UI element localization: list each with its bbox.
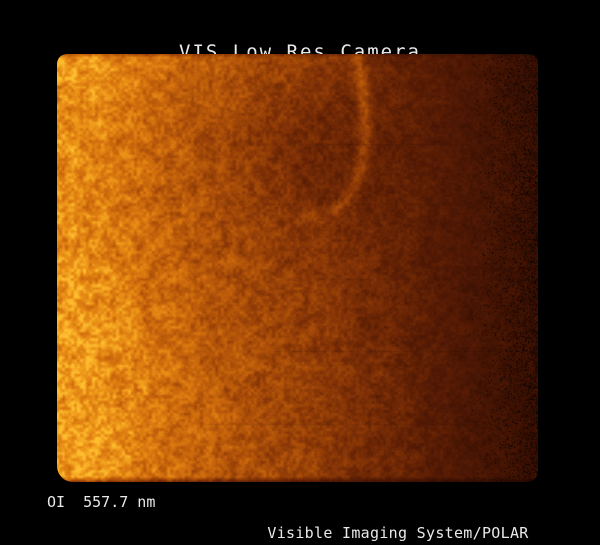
camera-image [57,54,538,482]
credits: Visible Imaging System/POLAR The Univers… [238,492,558,545]
wavelength-label: OI 557.7 nm [47,493,156,511]
credit-line-1: Visible Imaging System/POLAR [267,524,529,542]
